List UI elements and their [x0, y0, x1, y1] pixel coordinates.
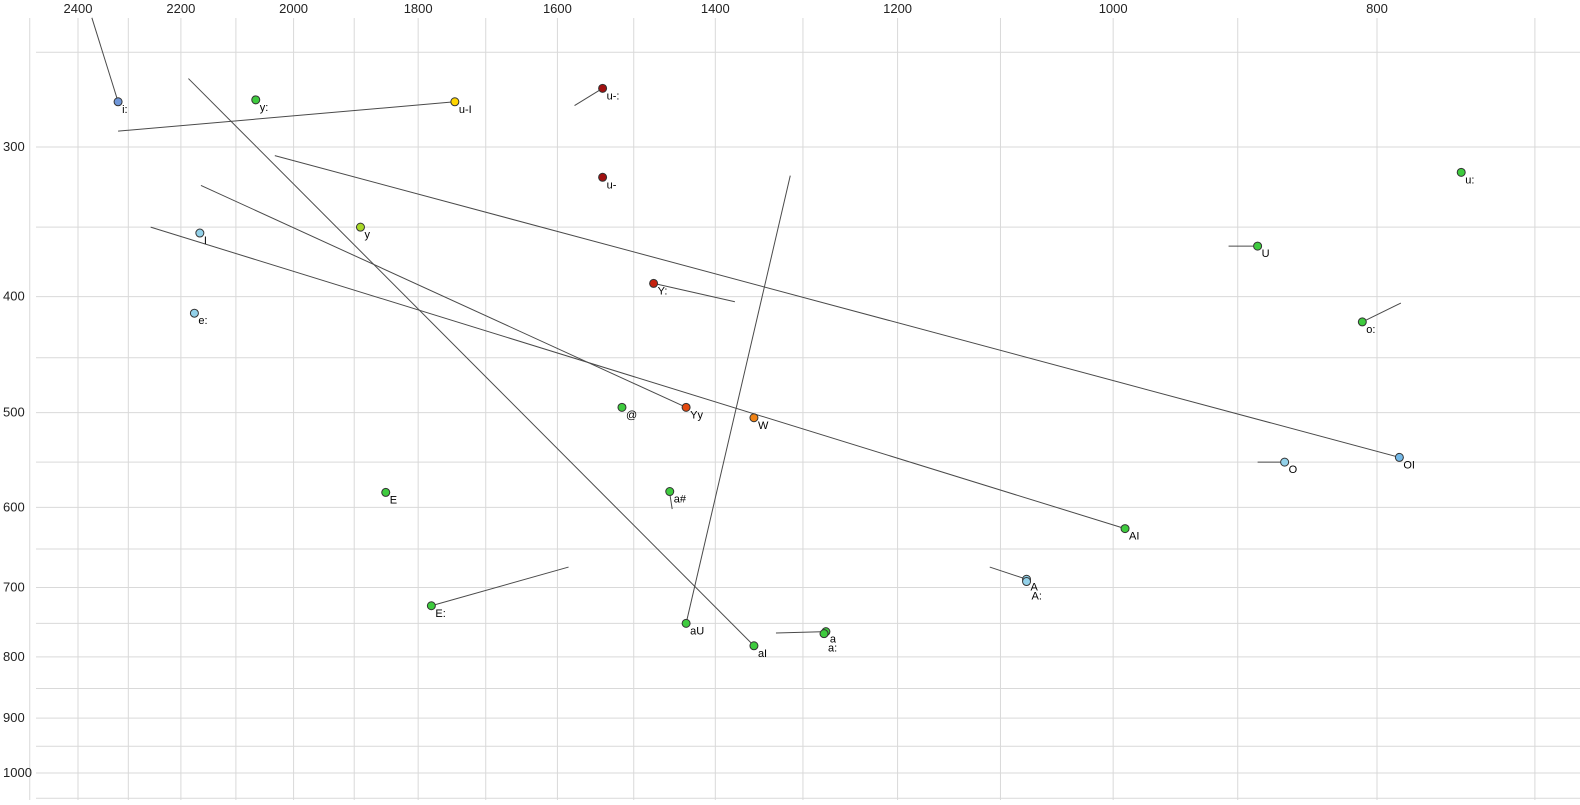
vowel-point-a:: [819, 629, 829, 639]
vowel-label-I: I: [204, 235, 207, 247]
vowel-point-Yy: [681, 402, 691, 412]
vowel-label-a: a: [830, 634, 837, 646]
vowel-point-u-I: [450, 97, 460, 107]
y-axis-tick-label: 600: [3, 499, 25, 514]
vowel-label-u-: u-: [607, 179, 617, 191]
x-axis-tick-label: 1400: [701, 1, 730, 16]
vowel-label-A:: A:: [1032, 591, 1042, 603]
trajectory-line-aI: [188, 78, 755, 647]
vowel-label-o:: o:: [1366, 324, 1375, 336]
vowel-point-e:: [189, 308, 199, 318]
y-axis-tick-label: 300: [3, 139, 25, 154]
vowel-point-a#: [665, 487, 675, 497]
vowel-label-a#: a#: [674, 494, 687, 506]
x-axis-tick-label: 1200: [883, 1, 912, 16]
vowel-point-W: [749, 413, 759, 423]
vowel-point-u-:: [598, 83, 608, 93]
vowel-label-W: W: [758, 420, 769, 432]
vowel-label-OI: OI: [1403, 459, 1415, 471]
vowel-point-I: [195, 228, 205, 238]
vowel-label-A: A: [1031, 581, 1039, 593]
trajectory-line-E:: [431, 566, 569, 607]
y-axis-tick-label: 1000: [3, 765, 32, 780]
vowel-point-OI: [1394, 452, 1404, 462]
vowel-label-aI: aI: [758, 648, 767, 660]
vowel-point-@: [617, 402, 627, 412]
vowel-label-Y:: Y:: [658, 285, 668, 297]
vowel-label-U: U: [1262, 248, 1270, 260]
vowel-label-AI: AI: [1129, 531, 1139, 543]
trajectory-line-u-:: [574, 87, 603, 106]
trajectory-line-i:: [91, 17, 119, 102]
trajectory-line-Yy: [200, 184, 687, 408]
trajectory-line-A: [989, 566, 1027, 580]
vowel-label-E: E: [390, 494, 397, 506]
x-axis-tick-label: 2400: [64, 1, 93, 16]
vowel-label-e:: e:: [198, 315, 207, 327]
vowel-point-u-: [598, 172, 608, 182]
vowel-label-a:: a:: [828, 643, 837, 655]
vowel-point-O: [1280, 457, 1290, 467]
trajectory-line-Y:: [653, 282, 736, 303]
vowel-label-O: O: [1289, 464, 1298, 476]
x-axis-tick-label: 1600: [543, 1, 572, 16]
vowel-label-u:: u:: [1465, 174, 1474, 186]
vowel-label-aU: aU: [690, 625, 704, 637]
vowel-point-y:: [251, 95, 261, 105]
trajectory-line-u-I: [118, 101, 455, 132]
trajectory-line-OI: [274, 155, 1400, 458]
vowel-label-@: @: [626, 409, 637, 421]
trajectory-line-AI: [150, 226, 1126, 530]
vowel-point-E: [381, 487, 391, 497]
vowel-point-aU: [681, 618, 691, 628]
trajectory-line-o:: [1362, 302, 1402, 323]
y-axis-tick-label: 700: [3, 580, 25, 595]
vowel-point-A:: [1022, 577, 1032, 587]
vowel-label-E:: E:: [435, 608, 445, 620]
vowel-point-i:: [113, 97, 123, 107]
x-axis-tick-label: 2000: [279, 1, 308, 16]
y-axis-tick-label: 400: [3, 289, 25, 304]
vowel-point-AI: [1120, 524, 1130, 534]
vowel-point-o:: [1357, 317, 1367, 327]
vowel-label-u-:: u-:: [607, 90, 620, 102]
x-axis-tick-label: 1800: [404, 1, 433, 16]
trajectory-line-aU: [685, 175, 791, 624]
vowel-label-Yy: Yy: [690, 409, 703, 421]
vowel-label-u-I: u-I: [459, 104, 472, 116]
vowel-point-y: [355, 222, 365, 232]
vowel-point-U: [1253, 241, 1263, 251]
trajectory-line-a: [775, 631, 826, 634]
x-axis-tick-label: 2200: [166, 1, 195, 16]
x-axis-tick-label: 800: [1366, 1, 1388, 16]
vowel-point-aI: [749, 641, 759, 651]
vowel-label-y: y: [364, 229, 370, 241]
y-axis-tick-label: 900: [3, 710, 25, 725]
x-axis-tick-label: 1000: [1099, 1, 1128, 16]
vowel-point-u:: [1456, 167, 1466, 177]
y-axis-tick-label: 800: [3, 649, 25, 664]
vowel-point-Y:: [649, 278, 659, 288]
vowel-label-i:: i:: [122, 104, 128, 116]
vowel-label-y:: y:: [260, 102, 269, 114]
vowel-point-E:: [426, 601, 436, 611]
y-axis-tick-label: 500: [3, 405, 25, 420]
